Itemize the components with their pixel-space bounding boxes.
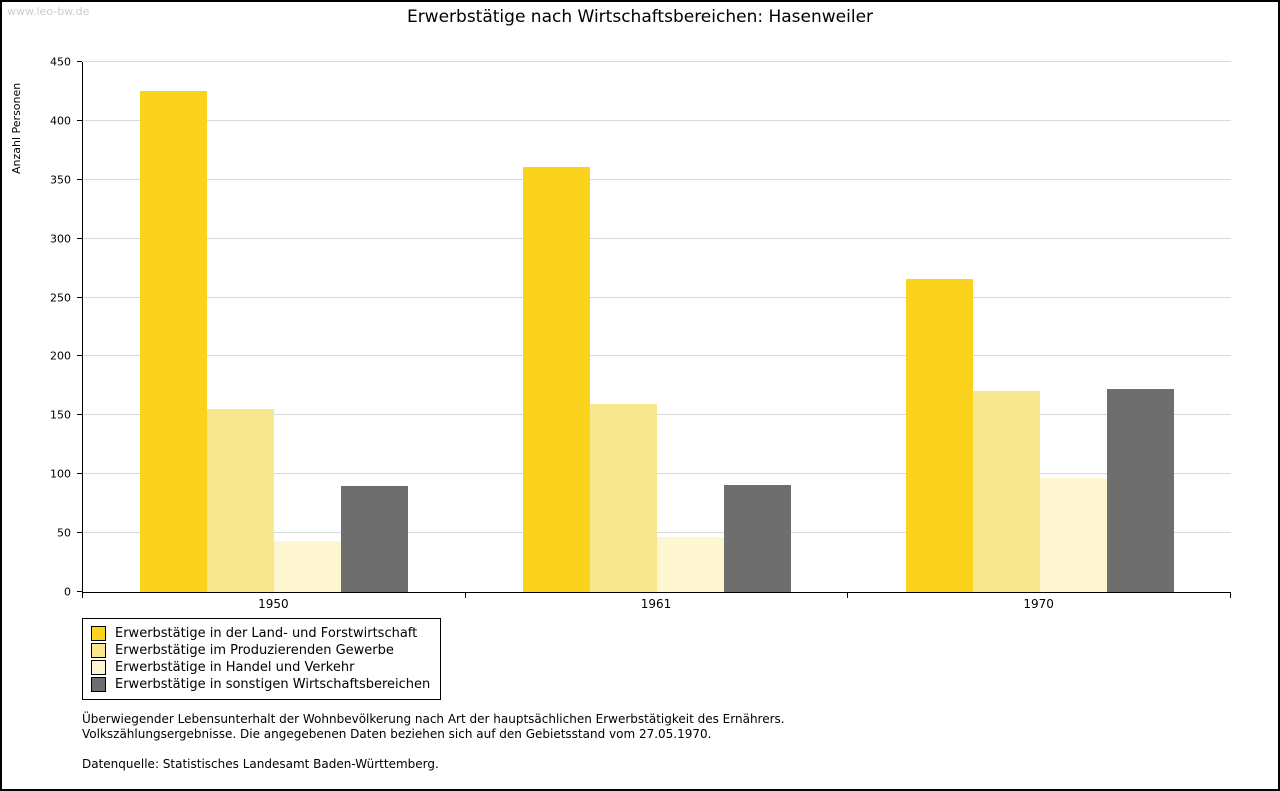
footnotes: Überwiegender Lebensunterhalt der Wohnbe… [82, 712, 785, 772]
y-tick-label-0: 0 [64, 585, 71, 599]
gridline-100 [83, 473, 1231, 475]
gridline-50 [83, 532, 1231, 534]
x-tick-mark-2 [847, 593, 849, 598]
y-tick-label-300: 300 [50, 232, 71, 246]
bar-1961-series-1 [523, 166, 590, 592]
legend-label-1: Erwerbstätige in der Land- und Forstwirt… [115, 626, 418, 641]
bar-1950-series-1 [140, 91, 208, 592]
bar-1961-series-2 [590, 403, 657, 592]
x-axis-labels: 1950 1961 1970 [82, 597, 1230, 611]
legend-item-4: Erwerbstätige in sonstigen Wirtschaftsbe… [91, 677, 430, 692]
y-tick-label-400: 400 [50, 114, 71, 128]
bar-1950-series-4 [341, 486, 409, 592]
legend-item-2: Erwerbstätige im Produzierenden Gewerbe [91, 643, 430, 658]
gridline-250 [83, 296, 1231, 298]
x-tick-mark-3 [1230, 593, 1231, 598]
bar-1970-series-2 [972, 390, 1040, 592]
y-tick-label-250: 250 [50, 291, 71, 305]
gridline-400 [83, 119, 1231, 121]
plot-area: 0 50 100 150 200 250 300 350 400 450 [50, 56, 1231, 599]
bar-1961-series-3 [657, 536, 724, 592]
data-source: Datenquelle: Statistisches Landesamt Bad… [82, 757, 439, 771]
gridline-450 [83, 61, 1231, 62]
bar-group-1961 [466, 62, 849, 592]
legend-item-1: Erwerbstätige in der Land- und Forstwirt… [91, 626, 430, 641]
legend-swatch-2 [91, 643, 106, 658]
footnote-line-2: Volkszählungsergebnisse. Die angegebenen… [82, 727, 712, 741]
chart-title: Erwerbstätige nach Wirtschaftsbereichen:… [406, 7, 874, 27]
y-tick-mark-250 [77, 296, 82, 298]
legend-label-3: Erwerbstätige in Handel und Verkehr [115, 660, 355, 675]
y-tick-mark-400 [77, 119, 82, 121]
watermark: www.leo-bw.de [7, 5, 90, 18]
y-tick-label-200: 200 [50, 349, 71, 363]
legend-swatch-4 [91, 677, 106, 692]
y-tick-mark-100 [77, 473, 82, 475]
legend-swatch-3 [91, 660, 106, 675]
y-tick-mark-150 [77, 414, 82, 416]
bar-1970-series-1 [905, 278, 973, 592]
gridline-200 [83, 355, 1231, 357]
gridline-150 [83, 414, 1231, 416]
bar-1950-series-3 [274, 541, 342, 592]
legend-label-4: Erwerbstätige in sonstigen Wirtschaftsbe… [115, 677, 431, 692]
y-tick-mark-200 [77, 355, 82, 357]
x-label-1950: 1950 [258, 597, 289, 611]
footnote-line-1: Überwiegender Lebensunterhalt der Wohnbe… [82, 712, 785, 726]
x-tick-mark-1 [464, 593, 466, 598]
bar-group-1950 [83, 62, 466, 592]
y-tick-label-350: 350 [50, 173, 71, 187]
x-label-1970: 1970 [1023, 597, 1054, 611]
y-axis-label: Anzahl Personen [10, 82, 23, 174]
bar-1970-series-3 [1039, 477, 1107, 592]
bar-1961-series-4 [724, 484, 791, 592]
x-label-1961: 1961 [640, 597, 672, 611]
y-tick-label-100: 100 [50, 467, 71, 481]
y-tick-mark-50 [77, 532, 82, 534]
y-tick-label-150: 150 [50, 408, 71, 422]
y-tick-mark-0 [77, 591, 82, 592]
y-tick-mark-350 [77, 178, 82, 180]
bar-1970-series-4 [1106, 389, 1174, 592]
bar-group-1970 [848, 62, 1231, 592]
legend-swatch-1 [91, 626, 106, 641]
y-tick-mark-300 [77, 237, 82, 239]
legend-item-3: Erwerbstätige in Handel und Verkehr [91, 660, 430, 675]
y-tick-label-450: 450 [50, 55, 71, 69]
y-tick-mark-450 [77, 61, 82, 62]
bar-1950-series-2 [207, 409, 275, 592]
y-tick-label-50: 50 [57, 526, 71, 540]
gridline-300 [83, 237, 1231, 239]
legend: Erwerbstätige in der Land- und Forstwirt… [82, 618, 442, 700]
x-tick-mark-0 [82, 593, 83, 598]
legend-label-2: Erwerbstätige im Produzierenden Gewerbe [115, 643, 394, 658]
gridline-350 [83, 178, 1231, 180]
